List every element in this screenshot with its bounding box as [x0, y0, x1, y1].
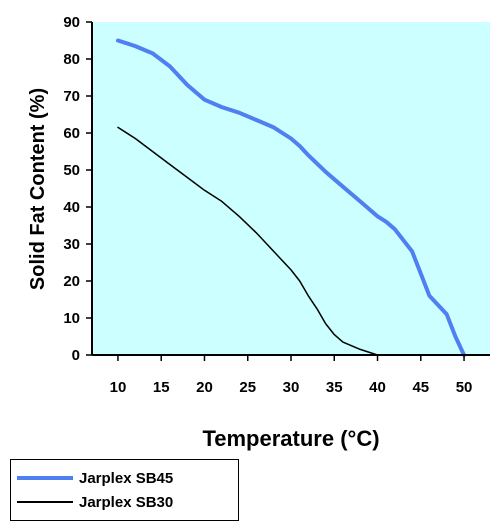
legend-item-sb30: Jarplex SB30 [11, 490, 238, 514]
x-axis-title: Temperature (°C) [202, 426, 379, 451]
x-tick-label: 15 [153, 379, 170, 396]
series-line-sb45 [116, 38, 466, 357]
y-tick-label: 60 [63, 125, 80, 142]
y-tick-label: 10 [63, 310, 80, 327]
x-tick-label: 50 [456, 379, 473, 396]
legend: Jarplex SB45 Jarplex SB30 [10, 459, 239, 521]
legend-label-sb45: Jarplex SB45 [79, 469, 174, 487]
legend-swatch-sb45 [17, 476, 73, 480]
y-tick-label: 50 [63, 162, 80, 179]
series-line-sb30 [117, 126, 379, 356]
x-tick-label: 35 [326, 379, 343, 396]
legend-item-sb45: Jarplex SB45 [11, 466, 238, 490]
y-tick-label: 0 [72, 347, 80, 364]
plot-area [92, 22, 490, 355]
x-tick-label: 45 [412, 379, 429, 396]
x-tick-label: 10 [110, 379, 127, 396]
x-tick-label: 20 [196, 379, 213, 396]
y-tick-label: 90 [63, 14, 80, 31]
y-tick-label: 80 [63, 51, 80, 68]
y-tick-label: 20 [63, 273, 80, 290]
x-tick-label: 30 [283, 379, 300, 396]
chart: 0 10 20 30 40 50 60 70 80 90 10 15 20 25 30 35 40 45 50 Te… [27, 14, 490, 451]
y-tick-label: 30 [63, 236, 80, 253]
x-tick-label: 40 [369, 379, 386, 396]
y-tick-label: 70 [63, 88, 80, 105]
x-tick-label: 25 [239, 379, 256, 396]
legend-swatch-sb30 [17, 501, 73, 503]
series-layer [116, 38, 466, 357]
y-axis-title: Solid Fat Content (%) [27, 88, 49, 290]
tick-layer: 0 10 20 30 40 50 60 70 80 90 10 15 20 25 30 35 40 45 50 [63, 14, 472, 396]
legend-label-sb30: Jarplex SB30 [79, 493, 174, 511]
y-tick-label: 40 [63, 199, 80, 216]
